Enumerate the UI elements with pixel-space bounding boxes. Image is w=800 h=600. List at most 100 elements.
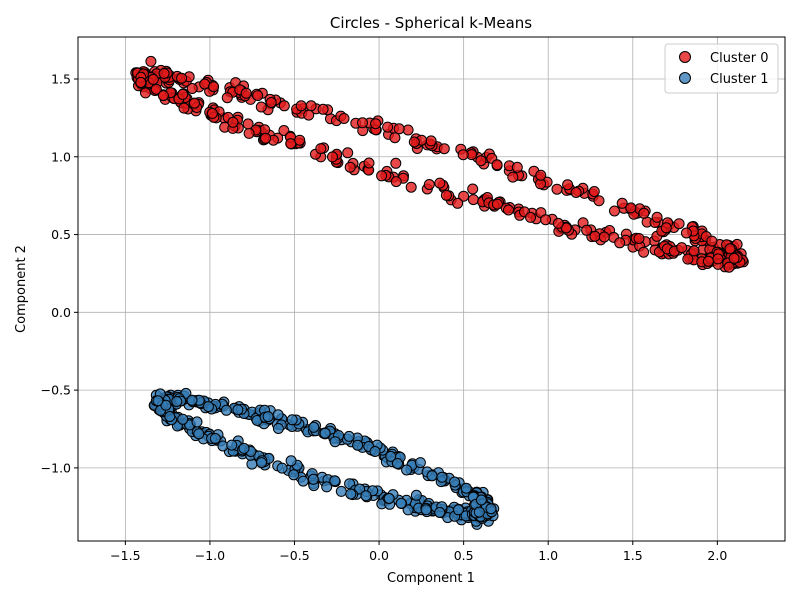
cluster-0-point	[402, 124, 414, 136]
cluster-1-point	[321, 481, 333, 493]
cluster-1-point	[383, 493, 395, 504]
cluster-1-point	[319, 427, 331, 439]
cluster-1-point	[485, 503, 497, 515]
x-tick-label: −1.0	[195, 548, 225, 563]
cluster-1-point	[171, 396, 183, 407]
cluster-0-point	[208, 81, 220, 93]
x-tick-label: 2.0	[707, 548, 727, 563]
cluster-0-point	[425, 135, 437, 147]
cluster-1-point	[369, 446, 381, 457]
cluster-0-point	[338, 113, 350, 124]
cluster-0-point	[242, 118, 254, 130]
cluster-0-point	[551, 183, 563, 195]
cluster-0-point	[303, 109, 315, 121]
cluster-1-point	[238, 442, 250, 454]
cluster-1-point	[401, 464, 413, 476]
cluster-0-point	[467, 194, 479, 206]
cluster-1-point	[276, 462, 288, 474]
cluster-0-point	[467, 183, 479, 195]
cluster-0-point	[673, 218, 685, 230]
cluster-0-point	[177, 88, 189, 100]
cluster-1-point	[209, 433, 221, 444]
cluster-1-point	[335, 485, 347, 497]
cluster-1-point	[410, 489, 422, 501]
cluster-0-point	[390, 157, 402, 169]
legend-label-cluster-1: Cluster 1	[710, 72, 769, 87]
cluster-1-point	[202, 401, 214, 413]
cluster-0-point	[393, 123, 405, 135]
legend: Cluster 0 Cluster 1	[664, 43, 779, 94]
cluster-0-point	[614, 237, 626, 249]
cluster-0-point	[682, 253, 694, 265]
cluster-1-point	[285, 455, 297, 467]
cluster-1-point	[436, 471, 448, 483]
x-tick-label: 1.5	[623, 548, 643, 563]
cluster-0-point	[552, 217, 564, 229]
cluster-1-point	[475, 494, 487, 506]
cluster-0-point	[227, 116, 239, 128]
cluster-0-point	[540, 214, 552, 226]
cluster-0-point	[376, 170, 388, 182]
x-tick-label: 0.5	[454, 548, 474, 563]
x-tick-label: −1.5	[110, 548, 140, 563]
cluster-0-point	[638, 246, 650, 258]
cluster-0-point	[240, 87, 252, 99]
cluster-0-point	[638, 207, 650, 219]
cluster-0-point	[265, 97, 277, 108]
cluster-0-point	[680, 227, 692, 239]
cluster-1-point	[297, 475, 309, 487]
cluster-0-point	[457, 149, 469, 161]
y-tick-label: 0.0	[51, 305, 71, 320]
cluster-1-point	[286, 414, 298, 426]
cluster-0-point	[452, 197, 464, 209]
cluster-0-point	[616, 197, 628, 209]
cluster-1-point	[186, 394, 198, 406]
cluster-0-point	[206, 107, 218, 119]
cluster-0-point	[176, 72, 188, 84]
cluster-0-point	[294, 134, 306, 146]
cluster-0-point	[278, 100, 290, 112]
cluster-1-point	[193, 428, 205, 440]
cluster-0-point	[327, 151, 338, 163]
cluster-0-point	[728, 252, 740, 264]
cluster-0-point	[625, 202, 637, 214]
cluster-0-point	[150, 83, 162, 95]
cluster-1-point	[449, 476, 461, 488]
cluster-0-point	[295, 100, 307, 112]
legend-label-cluster-0: Cluster 0	[710, 51, 769, 66]
cluster-0-point	[178, 102, 190, 114]
cluster-1-point	[452, 504, 464, 516]
x-tick-label: 0.0	[369, 548, 389, 563]
cluster-0-point	[511, 161, 523, 173]
cluster-0-point	[723, 261, 735, 273]
cluster-0-point	[145, 55, 157, 67]
cluster-0-point	[363, 157, 375, 169]
cluster-1-point	[420, 504, 432, 516]
cluster-0-point	[507, 171, 519, 183]
cluster-0-point	[252, 90, 264, 102]
data-points	[130, 55, 749, 530]
cluster-0-point	[408, 136, 420, 148]
y-axis-ticks: −1.0 −0.5 0.0 0.5 1.0 1.5	[41, 72, 78, 475]
cluster-1-point	[288, 469, 300, 481]
cluster-1-point	[191, 416, 203, 428]
cluster-0-point	[423, 179, 435, 190]
cluster-0-point	[491, 198, 503, 210]
cluster-0-point	[135, 76, 147, 88]
cluster-0-point	[660, 222, 672, 234]
cluster-0-point	[438, 143, 450, 155]
cluster-1-point	[345, 488, 357, 500]
cluster-1-point	[226, 439, 238, 451]
cluster-0-point	[255, 101, 267, 113]
y-tick-label: −1.0	[41, 460, 71, 475]
x-axis-ticks: −1.5 −1.0 −0.5 0.0 0.5 1.0 1.5 2.0	[110, 541, 727, 563]
cluster-0-point	[189, 97, 200, 109]
cluster-0-point	[706, 235, 718, 247]
cluster-1-point	[232, 404, 244, 416]
cluster-0-point	[651, 211, 663, 223]
cluster-0-point	[305, 100, 317, 112]
cluster-0-point	[157, 90, 169, 102]
cluster-1-point	[473, 506, 485, 518]
cluster-0-point	[317, 103, 329, 115]
cluster-0-point	[158, 68, 170, 79]
